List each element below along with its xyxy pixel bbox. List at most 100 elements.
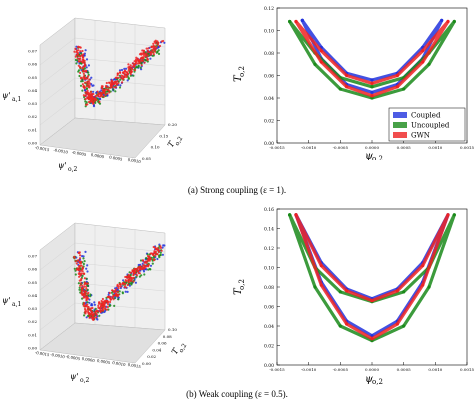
z-tick-label: 0.02 (28, 319, 37, 324)
scatter-point (141, 266, 144, 269)
scatter-point (105, 308, 108, 311)
scatter-point (137, 269, 140, 273)
data-point (345, 85, 349, 89)
y-axis-label: T (166, 139, 177, 149)
scatter-point (78, 279, 81, 282)
scatter-point (81, 255, 84, 258)
scatter-point (81, 83, 84, 86)
data-point (421, 49, 425, 53)
scatter-point (82, 294, 85, 297)
scatter-point (121, 282, 124, 285)
x-ticks: -0.0015 -0.0010 -0.0005 0.0000 0.0005 0.0010 0… (35, 350, 142, 369)
scatter-point (110, 291, 114, 294)
scatter-point (87, 297, 90, 300)
data-point (421, 283, 425, 287)
x-axis-label: ψ' (70, 372, 78, 381)
scatter-point (101, 301, 104, 304)
scatter-point (102, 95, 105, 98)
scatter-point (77, 251, 80, 254)
scatter-point (104, 93, 107, 96)
scatter-point (143, 267, 146, 270)
scatter-point (82, 56, 85, 59)
scatter-point (137, 64, 140, 67)
scatter-point (91, 101, 94, 104)
scatter-point (76, 59, 79, 62)
scatter-point (83, 285, 86, 288)
scatter-point (83, 314, 86, 317)
scatter-point (81, 284, 84, 287)
scatter-point (142, 53, 145, 56)
scatter-point (75, 262, 78, 265)
z-tick-label: 0.06 (28, 62, 37, 67)
scatter-point (92, 90, 95, 93)
scatter-point (157, 248, 160, 251)
scatter-point (159, 253, 162, 257)
scatter-point (125, 67, 128, 70)
scatter-point (117, 293, 120, 296)
x-axis-label-sub: o,2 (372, 378, 383, 385)
y-tick-label: 0.02 (264, 344, 274, 350)
scatter-point (146, 54, 149, 57)
scatter-point (88, 312, 92, 315)
scatter-point (78, 286, 81, 289)
scatter-point (80, 277, 83, 281)
scatter-point (84, 100, 87, 103)
scatter-point (76, 267, 79, 270)
data-point (402, 87, 406, 91)
scatter-point (118, 74, 121, 77)
scatter-point (139, 66, 142, 69)
scatter-point (77, 60, 81, 63)
scatter-point (131, 65, 134, 68)
y-tick-label: 0.08 (163, 334, 172, 339)
scatter-point (87, 91, 90, 94)
scatter-point (131, 68, 134, 71)
scatter-point (152, 53, 155, 56)
z-tick-label: 0.00 (28, 141, 37, 146)
scatter-point (94, 101, 97, 104)
scatter-point (89, 309, 93, 312)
scatter-point (136, 57, 139, 60)
x-tick-label: 0.0000 (90, 152, 105, 159)
scatter-point (115, 286, 118, 289)
scatter-point (128, 278, 131, 281)
data-point (402, 290, 406, 294)
z-tick-label: 0.07 (28, 254, 37, 259)
scatter-point (145, 47, 148, 50)
x-tick-label: 0.0015 (460, 367, 474, 372)
scatter-point (86, 292, 89, 295)
scatter-point (105, 84, 108, 88)
scatter-point (150, 45, 153, 49)
scatter-point (85, 299, 88, 302)
scatter-point (108, 296, 111, 299)
x-tick-label: 0.0015 (460, 145, 474, 150)
scatter-point (99, 95, 102, 98)
y-tick-label: 0.00 (264, 363, 274, 369)
data-point (427, 62, 431, 66)
scatter-point (95, 312, 98, 315)
data-point (313, 62, 317, 66)
scatter-point (133, 271, 136, 275)
scatter-point (106, 92, 109, 95)
data-point (313, 285, 317, 289)
z-tick-label: 0.01 (28, 127, 37, 132)
scatter-point (135, 66, 138, 69)
scatter-point (79, 264, 82, 267)
y-ticks: 0.00 0.02 0.040.06 0.08 0.10 (142, 327, 177, 366)
scatter-point (151, 262, 154, 265)
scatter-point (146, 49, 149, 52)
scatter-point (116, 72, 120, 75)
y-tick-label: 0.08 (264, 285, 274, 291)
scatter-point (126, 283, 129, 287)
scatter-point (81, 297, 84, 300)
scatter-point (92, 105, 96, 108)
scatter-point (153, 251, 156, 255)
scatter-point (113, 82, 117, 85)
data-point (345, 322, 349, 326)
data-point (345, 289, 349, 293)
x-tick-label: -0.0015 (269, 145, 285, 150)
scatter-point (154, 48, 157, 51)
scatter-point (112, 290, 116, 294)
scatter-point (155, 253, 158, 256)
scatter-point (127, 68, 130, 71)
data-point (395, 73, 399, 78)
